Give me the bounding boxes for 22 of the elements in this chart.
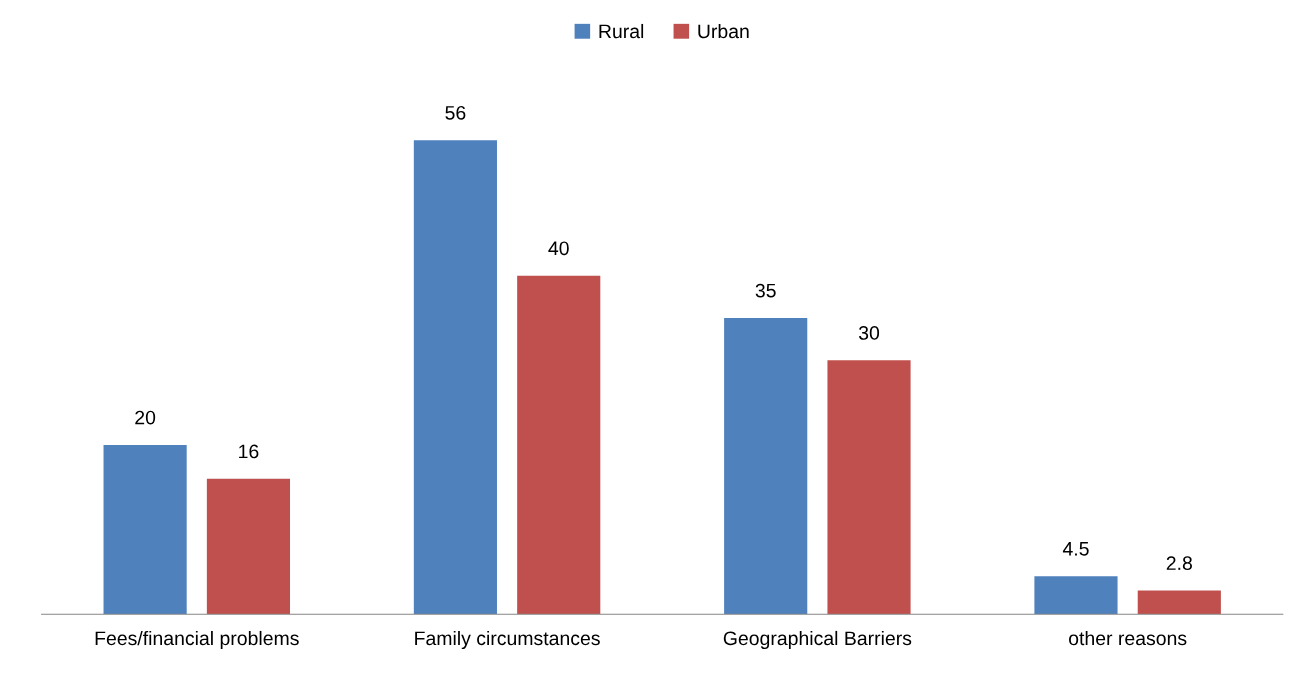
data-label: 56 — [445, 105, 466, 120]
legend-label: Urban — [698, 23, 749, 39]
bar — [517, 275, 601, 615]
x-tick-label: other reasons — [1069, 630, 1187, 646]
bar — [1137, 590, 1221, 615]
data-label: 30 — [858, 326, 880, 340]
bar — [413, 140, 497, 615]
data-label: 4.5 — [1062, 542, 1089, 556]
x-tick-label: Fees/financial problems — [95, 630, 299, 650]
x-tick-label: Geographical Barriers — [723, 630, 912, 650]
bar — [724, 318, 808, 615]
data-label: 2.8 — [1166, 556, 1192, 571]
bar — [827, 360, 911, 615]
bar — [206, 478, 291, 615]
bar — [103, 444, 187, 615]
data-label: 20 — [135, 410, 156, 425]
data-label: 40 — [548, 241, 569, 256]
x-tick-label: Family circumstances — [415, 630, 600, 650]
data-label: 16 — [239, 444, 259, 459]
bar — [1034, 576, 1118, 615]
data-label: 35 — [755, 283, 776, 298]
legend-label: Rural — [599, 23, 644, 39]
